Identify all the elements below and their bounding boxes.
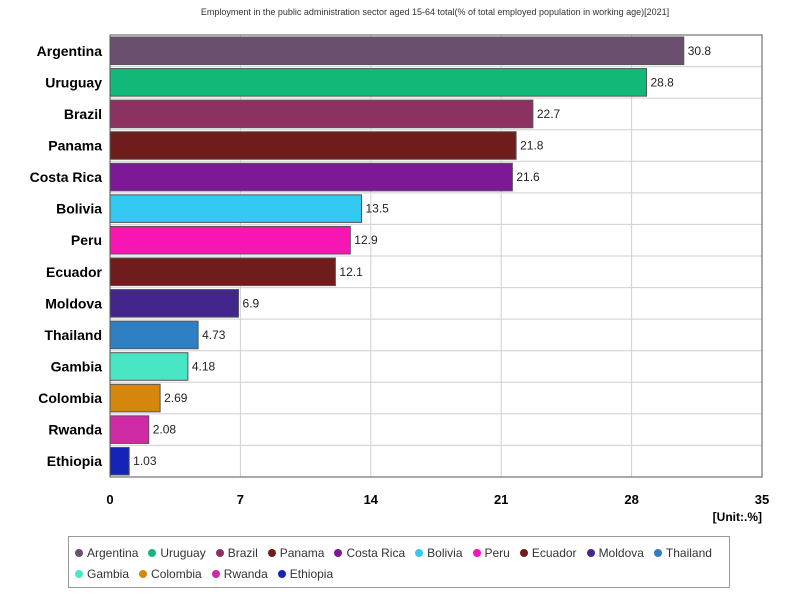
legend-label: Ecuador	[531, 545, 577, 560]
legend-marker	[139, 569, 148, 578]
category-label: Costa Rica	[30, 169, 103, 185]
legend-marker	[519, 548, 528, 557]
legend-label: Rwanda	[223, 566, 268, 581]
x-tick-label: 7	[237, 492, 244, 507]
x-tick-label: 35	[755, 492, 769, 507]
legend-item: Thailand	[653, 542, 712, 563]
legend-label: Ethiopia	[289, 566, 334, 581]
category-label: Rwanda	[48, 422, 102, 438]
legend-marker	[472, 548, 481, 557]
legend-marker	[334, 548, 343, 557]
legend-label: Colombia	[151, 566, 202, 581]
x-tick-label: 0	[106, 492, 113, 507]
data-label: 30.8	[688, 44, 712, 58]
legend-marker	[148, 548, 157, 557]
data-label: 22.7	[537, 107, 561, 121]
legend-label: Moldova	[598, 545, 644, 560]
legend-item: Argentina	[75, 542, 138, 563]
legend-item: Peru	[472, 542, 510, 563]
category-label: Moldova	[45, 295, 102, 311]
category-label: Peru	[71, 232, 102, 248]
unit-label: [Unit:.%]	[713, 510, 762, 524]
legend-item: Ethiopia	[277, 563, 334, 584]
legend-marker	[211, 569, 220, 578]
category-label: Thailand	[44, 327, 102, 343]
bar-bolivia	[109, 194, 362, 223]
data-label: 21.8	[520, 139, 544, 153]
bar-peru	[109, 225, 351, 255]
data-label: 21.6	[516, 170, 540, 184]
bar-panama	[109, 131, 517, 160]
legend-marker	[75, 569, 83, 578]
category-label: Panama	[48, 138, 102, 154]
data-label: 13.5	[365, 202, 389, 216]
category-label: Uruguay	[45, 74, 102, 90]
bar-moldova	[109, 289, 240, 318]
bar-thailand	[109, 320, 199, 350]
legend-item: Costa Rica	[334, 542, 405, 563]
data-label: 12.1	[339, 265, 363, 279]
legend-item: Rwanda	[211, 563, 268, 584]
legend-label: Brazil	[227, 545, 258, 560]
legend-label: Argentina	[87, 545, 139, 560]
legend-marker	[277, 569, 286, 578]
legend-item: Ecuador	[519, 542, 577, 563]
bar-ecuador	[109, 257, 336, 287]
category-label: Gambia	[51, 359, 103, 375]
legend-marker	[75, 548, 83, 557]
x-tick-label: 21	[494, 492, 508, 507]
legend-marker	[415, 548, 424, 557]
data-label: 28.8	[651, 75, 675, 89]
category-label: Brazil	[64, 106, 102, 122]
data-label: 1.03	[133, 454, 157, 468]
data-label: 12.9	[354, 233, 378, 247]
bar-colombia	[109, 383, 161, 413]
legend-label: Bolivia	[427, 545, 463, 560]
legend-item: Uruguay	[148, 542, 206, 563]
data-label: 2.08	[153, 423, 177, 437]
bar-rwanda	[109, 415, 150, 444]
grid-lines	[109, 35, 763, 477]
legend-item: Panama	[267, 542, 325, 563]
bar-ethiopia	[109, 446, 130, 476]
legend-marker	[215, 548, 224, 557]
legend-item: Colombia	[139, 563, 202, 584]
category-label: Bolivia	[56, 201, 102, 217]
labels: 0 7 14 21 28 35 Argentina 30.8 Uruguay 28.8 Brazil…	[30, 43, 770, 507]
legend-label: Gambia	[87, 566, 130, 581]
bar-brazil	[109, 99, 534, 129]
bar-argentina	[109, 36, 685, 66]
x-tick-label: 14	[364, 492, 379, 507]
bars	[109, 36, 685, 476]
legend-label: Panama	[279, 545, 325, 560]
legend-item: Gambia	[75, 563, 129, 584]
legend-marker	[267, 548, 276, 557]
legend-marker	[653, 548, 662, 557]
bar-gambia	[109, 352, 189, 381]
bar-costa-rica	[109, 162, 513, 192]
bar-uruguay	[109, 68, 648, 97]
chart-title: Employment in the public administration …	[200, 7, 670, 17]
category-label: Colombia	[38, 390, 102, 406]
data-label: 2.69	[164, 391, 188, 405]
legend-label: Peru	[484, 545, 510, 560]
data-label: 6.9	[243, 296, 260, 310]
data-label: 4.18	[192, 360, 216, 374]
category-label: Argentina	[37, 43, 103, 59]
legend-item: Brazil	[215, 542, 258, 563]
category-label: Ecuador	[46, 264, 103, 280]
legend-item: Bolivia	[415, 542, 463, 563]
x-tick-label: 28	[624, 492, 638, 507]
data-label: 4.73	[202, 328, 226, 342]
legend-label: Thailand	[665, 545, 712, 560]
legend-marker	[586, 548, 595, 557]
plot-frame	[109, 34, 763, 478]
legend: Argentina Uruguay Brazil Panama Costa Rica Bo…	[68, 536, 730, 588]
legend-label: Uruguay	[160, 545, 206, 560]
legend-item: Moldova	[586, 542, 644, 563]
category-label: Ethiopia	[47, 453, 102, 469]
legend-label: Costa Rica	[346, 545, 406, 560]
